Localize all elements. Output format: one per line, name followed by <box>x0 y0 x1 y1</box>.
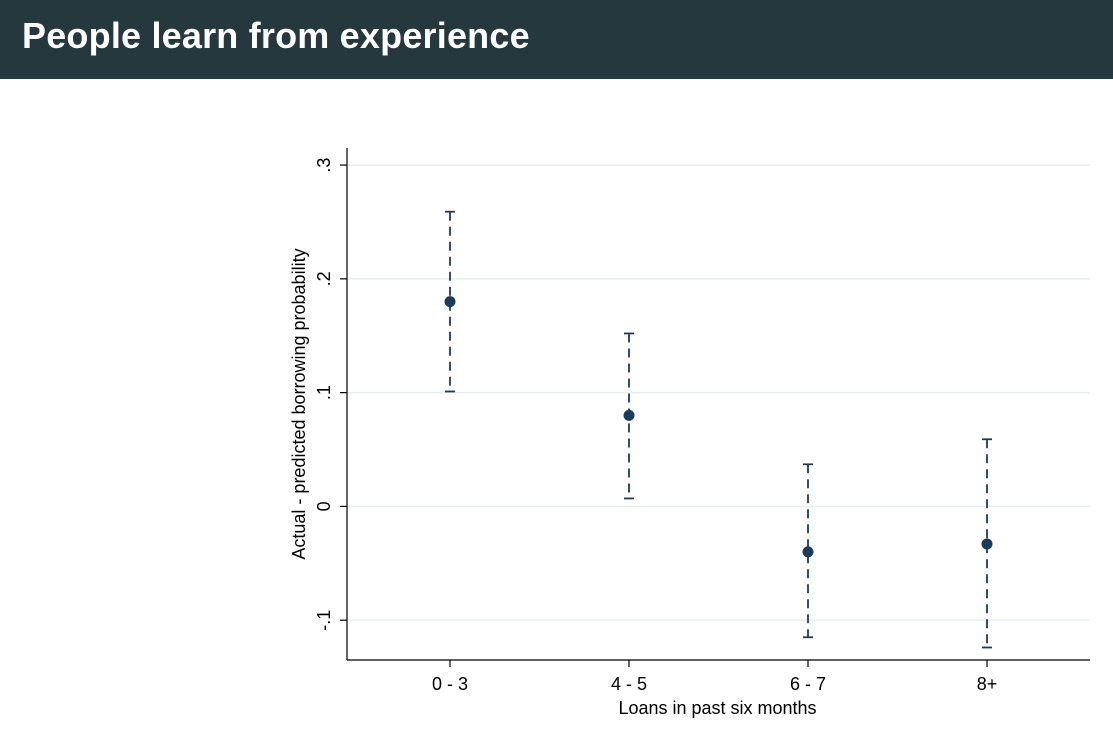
data-point <box>623 409 635 421</box>
header-bar: People learn from experience <box>0 0 1113 79</box>
y-tick-label: .2 <box>314 271 334 286</box>
y-axis-title: Actual - predicted borrowing probability <box>289 248 309 559</box>
data-point <box>444 296 456 308</box>
y-tick-label: .1 <box>314 385 334 400</box>
x-tick-label: 0 - 3 <box>432 674 468 694</box>
data-point <box>981 538 993 550</box>
x-axis-title: Loans in past six months <box>618 698 816 718</box>
data-point <box>802 546 814 558</box>
x-tick-label: 8+ <box>977 674 998 694</box>
x-tick-label: 6 - 7 <box>790 674 826 694</box>
y-tick-label: .3 <box>314 158 334 173</box>
y-tick-label: 0 <box>314 501 334 511</box>
page-title: People learn from experience <box>22 15 530 56</box>
x-tick-label: 4 - 5 <box>611 674 647 694</box>
y-tick-label: -.1 <box>314 610 334 631</box>
